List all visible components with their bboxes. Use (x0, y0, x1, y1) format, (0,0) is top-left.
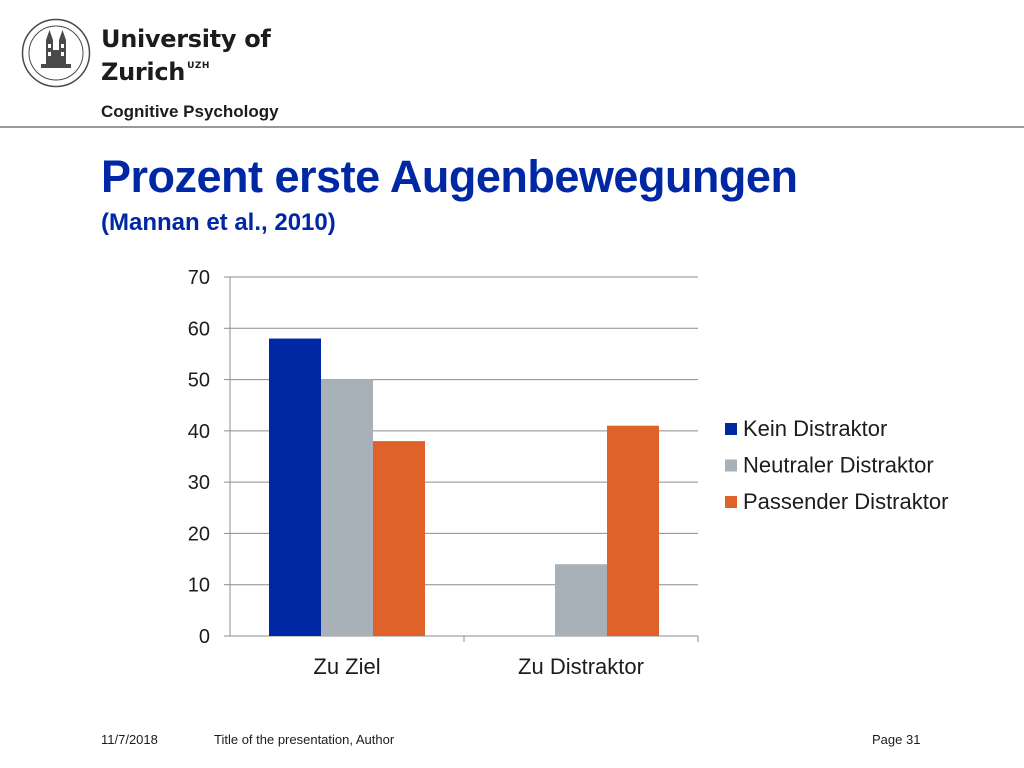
bar (269, 338, 321, 636)
y-tick-label: 70 (188, 267, 210, 289)
bar (607, 425, 659, 636)
legend-swatch (725, 496, 737, 508)
footer-presentation-title: Title of the presentation, Author (214, 732, 395, 747)
y-tick-label: 40 (188, 421, 210, 443)
university-name: University of Zurich UZH (101, 26, 271, 86)
university-name-zurich: Zurich (101, 58, 186, 86)
bar-chart: 0 10 20 30 40 50 60 70 Zu Ziel Zu Distraktor Kein … (150, 255, 1010, 695)
bar (373, 441, 425, 636)
x-tick-label: Zu Ziel (313, 654, 380, 679)
y-tick-label: 50 (188, 370, 210, 392)
legend-swatch (725, 459, 737, 472)
slide-footer: 11/7/2018 Title of the presentation, Aut… (0, 730, 1024, 754)
footer-page-number: Page 31 (872, 732, 921, 747)
department-label: Cognitive Psychology (101, 102, 279, 121)
footer-date: 11/7/2018 (101, 732, 158, 747)
slide-subtitle: (Mannan et al., 2010) (101, 209, 336, 236)
university-name-line1: University of (101, 25, 271, 53)
university-name-line2: Zurich UZH (101, 53, 271, 86)
university-abbr: UZH (187, 61, 210, 71)
y-tick-label: 10 (188, 575, 210, 597)
university-seal-icon (21, 18, 91, 88)
bar (321, 379, 373, 636)
y-tick-label: 30 (188, 472, 210, 494)
y-tick-label: 20 (188, 523, 210, 545)
bar (555, 564, 607, 636)
bar-chart-svg: 0 10 20 30 40 50 60 70 Zu Ziel Zu Distraktor Kein … (188, 267, 949, 679)
legend-label: Passender Distraktor (743, 489, 948, 514)
slide-header: University of Zurich UZH Cognitive Psycho… (0, 0, 1024, 130)
legend-label: Neutraler Distraktor (743, 453, 934, 478)
legend-label: Kein Distraktor (743, 416, 887, 441)
slide-title: Prozent erste Augenbewegungen (101, 151, 798, 202)
y-tick-label: 60 (188, 318, 210, 340)
x-tick-label: Zu Distraktor (518, 654, 644, 679)
legend-swatch (725, 423, 737, 435)
header-divider (0, 126, 1024, 128)
y-tick-label: 0 (199, 626, 210, 648)
